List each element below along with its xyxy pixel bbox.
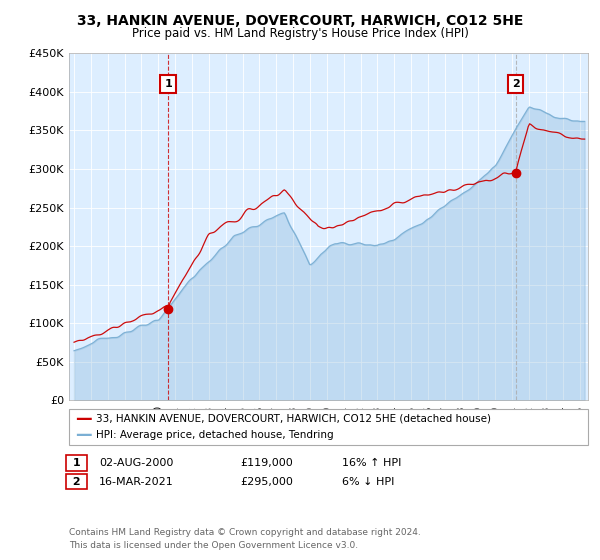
Text: 02-AUG-2000: 02-AUG-2000 xyxy=(99,458,173,468)
Text: —: — xyxy=(75,426,92,444)
Text: —: — xyxy=(75,410,92,428)
Text: Contains HM Land Registry data © Crown copyright and database right 2024.
This d: Contains HM Land Registry data © Crown c… xyxy=(69,529,421,550)
Text: 1: 1 xyxy=(69,458,85,468)
Text: 16-MAR-2021: 16-MAR-2021 xyxy=(99,477,174,487)
Text: Price paid vs. HM Land Registry's House Price Index (HPI): Price paid vs. HM Land Registry's House … xyxy=(131,27,469,40)
Text: HPI: Average price, detached house, Tendring: HPI: Average price, detached house, Tend… xyxy=(96,430,334,440)
Text: 33, HANKIN AVENUE, DOVERCOURT, HARWICH, CO12 5HE: 33, HANKIN AVENUE, DOVERCOURT, HARWICH, … xyxy=(77,14,523,28)
Text: 6% ↓ HPI: 6% ↓ HPI xyxy=(342,477,394,487)
Text: 2: 2 xyxy=(512,79,520,89)
Text: £295,000: £295,000 xyxy=(240,477,293,487)
Text: 2: 2 xyxy=(69,477,85,487)
Text: 1: 1 xyxy=(164,79,172,89)
Text: 16% ↑ HPI: 16% ↑ HPI xyxy=(342,458,401,468)
Text: 33, HANKIN AVENUE, DOVERCOURT, HARWICH, CO12 5HE (detached house): 33, HANKIN AVENUE, DOVERCOURT, HARWICH, … xyxy=(96,414,491,424)
Text: £119,000: £119,000 xyxy=(240,458,293,468)
